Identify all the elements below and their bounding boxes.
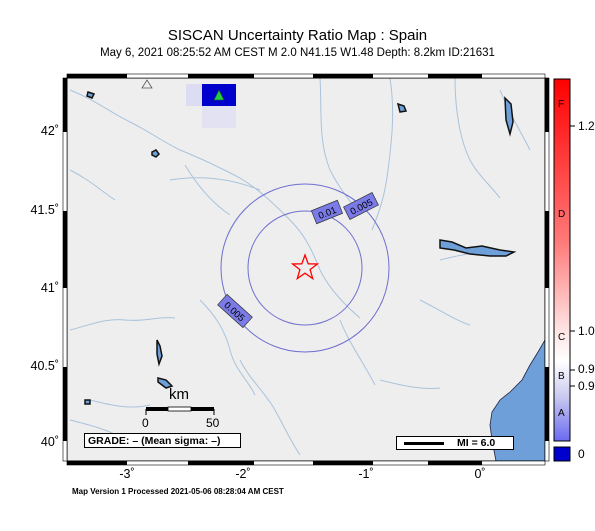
lon-label: -3˚ xyxy=(119,467,135,481)
mi-legend-line xyxy=(404,442,444,445)
colorbar-tick-label: 0 xyxy=(578,447,585,461)
colorbar-grade-letter: C xyxy=(558,332,566,343)
map-subtitle: May 6, 2021 08:25:52 AM CEST M 2.0 N41.1… xyxy=(100,47,495,59)
map-title: SISCAN Uncertainty Ratio Map : Spain xyxy=(167,27,428,44)
lon-label: 0˚ xyxy=(474,467,486,481)
mi-legend-box: MI = 6.0 xyxy=(396,436,514,450)
colorbar-nodata-swatch xyxy=(553,446,571,462)
lon-label: -1˚ xyxy=(358,467,374,481)
contour-inner xyxy=(247,210,363,326)
scale-bar xyxy=(145,406,215,415)
colorbar-grade-letter: F xyxy=(558,99,565,110)
colorbar-gradient xyxy=(553,78,571,442)
colorbar-grade-letter: D xyxy=(558,209,566,220)
lat-label: 42˚ xyxy=(40,124,59,138)
colorbar-tick-label: 0.9 xyxy=(578,362,595,376)
epicenter-star-icon xyxy=(290,253,320,281)
grade-text: GRADE: – (Mean sigma: –) xyxy=(88,435,221,447)
colorbar-grade-letter: A xyxy=(558,408,565,419)
scale-unit-label: km xyxy=(169,386,189,403)
scale-end-label: 50 xyxy=(206,416,220,430)
station-triangle-icon xyxy=(141,79,153,89)
station-triangle-icon xyxy=(213,89,225,101)
reservoirs xyxy=(84,91,517,405)
lat-label: 41.5˚ xyxy=(30,203,60,217)
land-area xyxy=(67,78,545,461)
lat-label: 40˚ xyxy=(40,435,59,449)
uncertainty-cell xyxy=(202,106,236,128)
lon-label: -2˚ xyxy=(235,467,251,481)
colorbar-tick-label: 1.0 xyxy=(578,324,595,338)
scale-start-label: 0 xyxy=(142,416,149,430)
uncertainty-cell xyxy=(186,84,202,106)
grade-box: GRADE: – (Mean sigma: –) xyxy=(84,433,241,448)
map-footer: Map Version 1 Processed 2021-05-06 08:28… xyxy=(72,487,284,496)
colorbar-grade-letter: B xyxy=(558,371,565,382)
lat-label: 41˚ xyxy=(40,281,59,295)
colorbar-ticks xyxy=(570,125,575,387)
uncertainty-contours xyxy=(220,183,390,353)
colorbar-tick-label: 0.9 xyxy=(578,379,595,393)
contour-outer xyxy=(220,183,390,353)
colorbar-tick-label: 1.2 xyxy=(578,119,595,133)
frame-border-bars xyxy=(62,73,550,466)
sea-area xyxy=(489,339,545,461)
mi-legend-label: MI = 6.0 xyxy=(457,437,496,449)
lat-label: 40.5˚ xyxy=(30,359,60,373)
